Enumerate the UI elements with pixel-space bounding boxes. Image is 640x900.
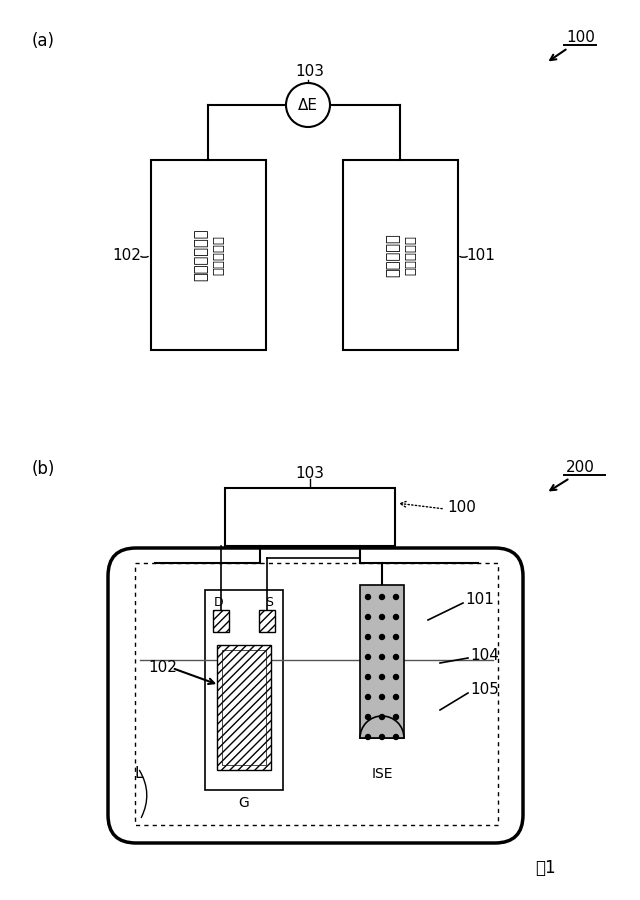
Circle shape — [365, 615, 371, 619]
Text: 103: 103 — [296, 465, 324, 481]
Text: 100: 100 — [447, 500, 476, 515]
Circle shape — [394, 634, 399, 640]
Text: 104: 104 — [470, 647, 499, 662]
Text: 105: 105 — [470, 682, 499, 698]
Bar — [217, 645, 271, 770]
Text: 102: 102 — [113, 248, 141, 263]
Circle shape — [380, 674, 385, 680]
Text: 図1: 図1 — [534, 859, 556, 877]
Circle shape — [394, 595, 399, 599]
Bar — [222, 650, 266, 765]
Text: 200: 200 — [566, 461, 595, 475]
Text: （参照極）: （参照極） — [404, 235, 417, 275]
Bar — [135, 563, 498, 825]
Circle shape — [380, 734, 385, 740]
Text: 101: 101 — [465, 592, 494, 608]
Text: (b): (b) — [32, 460, 56, 478]
Circle shape — [380, 595, 385, 599]
Wedge shape — [360, 716, 404, 738]
Circle shape — [394, 715, 399, 719]
Bar — [259, 610, 275, 632]
Text: イオン電極: イオン電極 — [385, 233, 401, 277]
Circle shape — [380, 654, 385, 660]
Text: 101: 101 — [467, 248, 495, 263]
Text: （作用極）: （作用極） — [212, 235, 225, 275]
Bar — [360, 585, 404, 738]
Circle shape — [365, 595, 371, 599]
Text: 103: 103 — [296, 65, 324, 79]
Text: 100: 100 — [566, 31, 595, 46]
Circle shape — [394, 615, 399, 619]
Bar — [342, 160, 458, 350]
Circle shape — [365, 674, 371, 680]
Circle shape — [380, 715, 385, 719]
Circle shape — [394, 674, 399, 680]
Circle shape — [380, 634, 385, 640]
Text: ISE: ISE — [371, 767, 393, 781]
Bar — [225, 488, 395, 546]
Circle shape — [394, 654, 399, 660]
Circle shape — [365, 654, 371, 660]
Circle shape — [365, 734, 371, 740]
Circle shape — [286, 83, 330, 127]
Text: (a): (a) — [32, 32, 55, 50]
Bar — [213, 610, 229, 632]
Text: G: G — [239, 796, 250, 810]
Text: L: L — [135, 766, 143, 780]
Bar — [205, 590, 283, 790]
Circle shape — [365, 715, 371, 719]
Text: D: D — [214, 597, 224, 609]
Text: 半導体センサ: 半導体センサ — [193, 229, 209, 281]
Bar — [150, 160, 266, 350]
Text: ΔE: ΔE — [298, 97, 318, 112]
Text: 102: 102 — [148, 661, 177, 676]
Circle shape — [394, 734, 399, 740]
Circle shape — [365, 634, 371, 640]
FancyBboxPatch shape — [108, 548, 523, 843]
Circle shape — [394, 695, 399, 699]
Circle shape — [380, 615, 385, 619]
Circle shape — [380, 695, 385, 699]
Circle shape — [365, 695, 371, 699]
Text: S: S — [265, 597, 273, 609]
